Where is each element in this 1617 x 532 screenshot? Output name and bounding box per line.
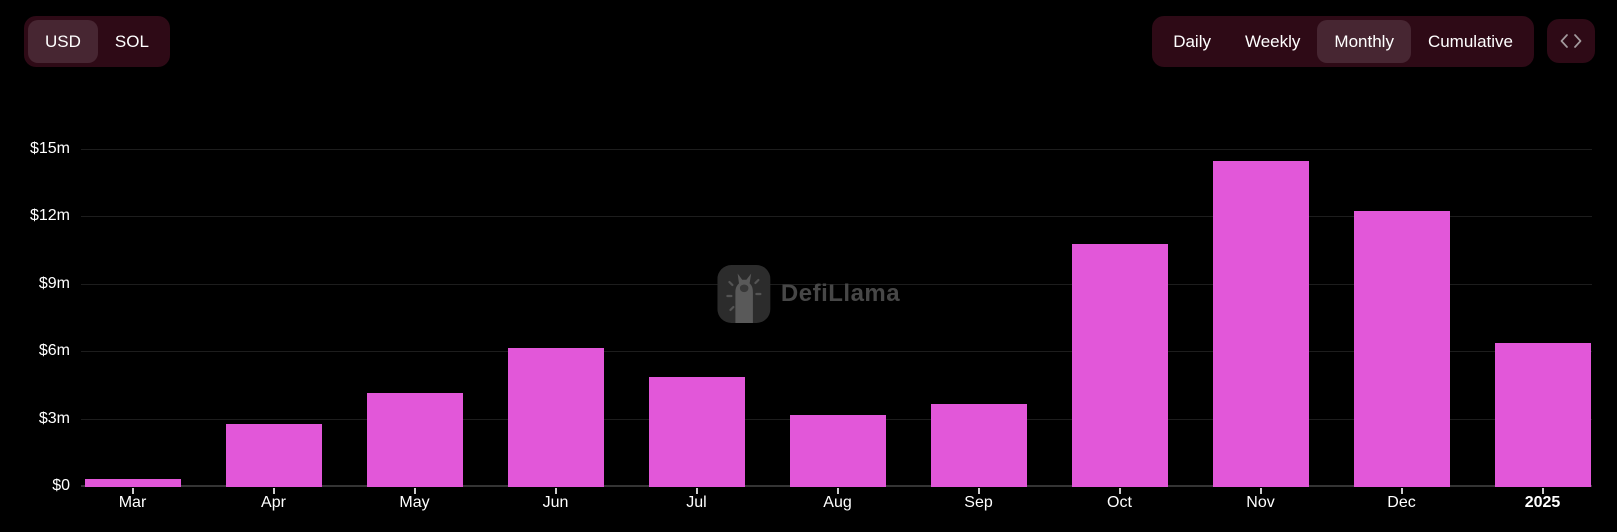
bar-jul[interactable] [648,377,745,487]
x-axis-tick [1259,488,1262,494]
x-axis-label-aug: Aug [823,494,852,511]
bar-may[interactable] [366,393,463,487]
interval-option-daily[interactable]: Daily [1156,20,1228,63]
x-axis-label-apr: Apr [261,494,286,511]
watermark-text: DefiLlama [780,280,901,307]
y-axis-tick-label: $0 [52,477,70,494]
currency-option-sol[interactable]: SOL [98,20,166,63]
interval-option-cumulative[interactable]: Cumulative [1411,20,1530,63]
defillama-llama-logo-icon [716,265,770,323]
currency-option-usd[interactable]: USD [28,20,98,63]
bar-jun[interactable] [507,348,604,487]
x-axis-tick [836,488,839,494]
x-axis-label-sep: Sep [964,494,993,511]
x-axis-label-mar: Mar [118,494,147,511]
x-axis-label-jun: Jun [542,494,569,511]
bar-aug[interactable] [789,415,886,487]
bar-apr[interactable] [225,424,322,487]
x-axis-tick [1541,488,1544,494]
y-gridline [81,149,1592,150]
y-gridline [81,216,1592,218]
x-axis-tick [272,488,275,494]
interval-option-weekly[interactable]: Weekly [1228,20,1317,63]
y-gridline [81,351,1592,353]
x-axis-tick [554,488,557,494]
code-embed-icon [1560,34,1582,48]
y-axis-tick-label: $6m [38,342,70,360]
bar-nov[interactable] [1212,161,1309,487]
y-axis-tick-label: $12m [29,207,70,225]
x-axis-tick [131,488,134,494]
bar-mar[interactable] [84,479,181,487]
bar-dec[interactable] [1353,211,1450,487]
x-axis-tick [413,488,416,494]
x-axis-tick [977,488,980,494]
y-axis-tick-label: $15m [29,140,70,157]
x-axis-label-oct: Oct [1107,494,1132,511]
bar-sep[interactable] [930,404,1027,487]
x-axis-label-2025: 2025 [1524,494,1561,511]
x-axis-label-dec: Dec [1387,494,1416,511]
y-axis-tick-label: $3m [38,409,70,427]
x-axis-tick [1118,488,1121,494]
bar-2025[interactable] [1494,343,1591,487]
currency-toggle-group: USD SOL [24,16,170,67]
x-axis-tick [695,488,698,494]
interval-option-monthly[interactable]: Monthly [1317,20,1411,63]
interval-toggle-group: Daily Weekly Monthly Cumulative [1152,16,1534,67]
chart-header: USD SOL Daily Weekly Monthly Cumulative [24,16,1595,67]
bar-oct[interactable] [1071,244,1168,487]
header-right-controls: Daily Weekly Monthly Cumulative [1152,16,1595,67]
embed-code-button[interactable] [1547,19,1595,63]
defillama-watermark: DefiLlama [716,265,901,323]
x-axis-tick [1400,488,1403,494]
x-axis-label-may: May [399,494,430,511]
y-axis-tick-label: $9m [38,274,70,292]
x-axis-label-nov: Nov [1246,494,1275,511]
y-gridline [81,283,1592,285]
x-axis-label-jul: Jul [686,494,707,511]
